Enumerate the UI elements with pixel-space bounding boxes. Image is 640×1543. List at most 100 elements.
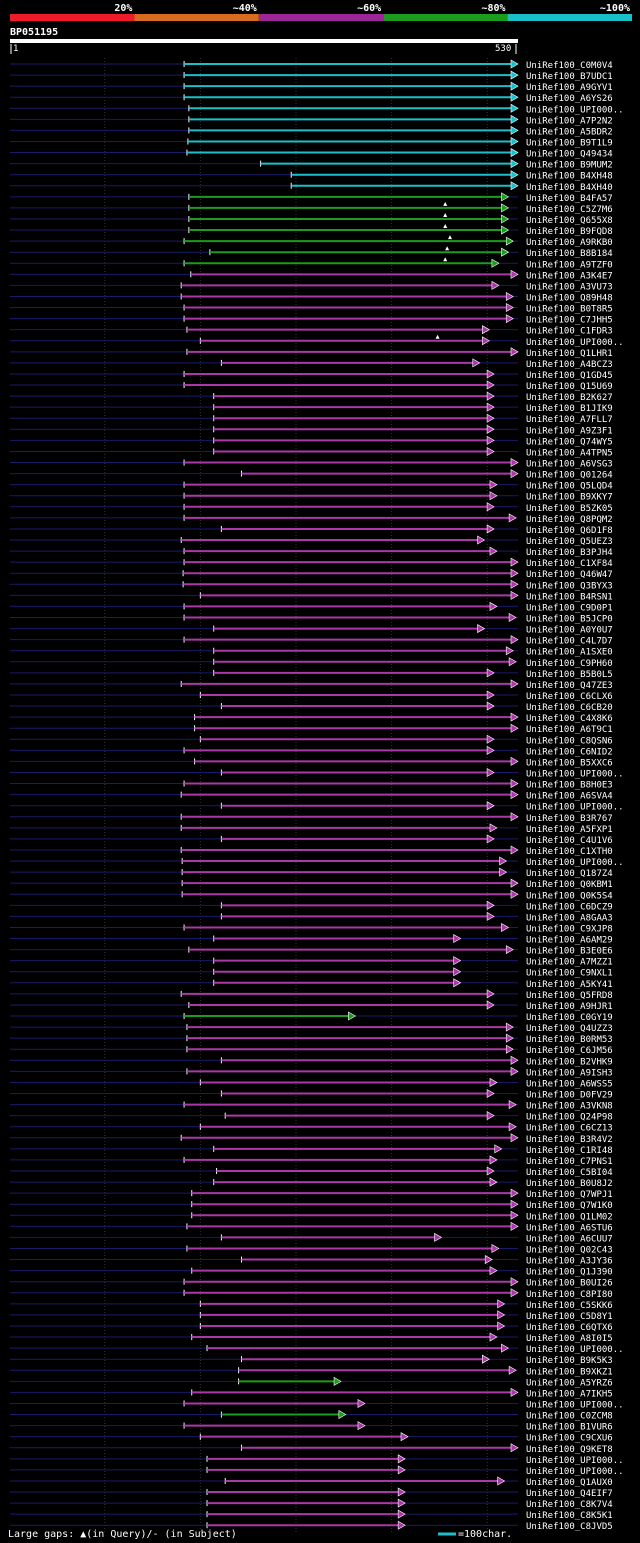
hit-row[interactable]: UniRef100_UPI000..: [10, 103, 624, 115]
hit-row[interactable]: UniRef100_B5ZK05: [10, 502, 613, 514]
hit-label[interactable]: UniRef100_Q1GD45: [526, 371, 613, 381]
hit-row[interactable]: UniRef100_Q46W47: [10, 568, 613, 580]
hit-label[interactable]: UniRef100_A1SXE0: [526, 648, 613, 658]
hit-label[interactable]: UniRef100_B4FA57: [526, 194, 613, 204]
hit-label[interactable]: UniRef100_C1FDR3: [526, 327, 613, 337]
hit-label[interactable]: UniRef100_B9FQD8: [526, 227, 613, 237]
hit-row[interactable]: UniRef100_B9MUM2: [10, 159, 613, 171]
hit-row[interactable]: UniRef100_A6STU6: [10, 1221, 613, 1233]
hit-label[interactable]: UniRef100_A6CUU7: [526, 1234, 613, 1244]
hit-row[interactable]: UniRef100_Q15U69: [10, 380, 613, 392]
hit-label[interactable]: UniRef100_Q1LHR1: [526, 349, 613, 359]
hit-row[interactable]: UniRef100_A3K4E7: [10, 269, 613, 281]
hit-label[interactable]: UniRef100_A6WSS5: [526, 1079, 613, 1089]
hit-row[interactable]: UniRef100_C7PNS1: [10, 1155, 613, 1167]
hit-row[interactable]: UniRef100_C1RI48: [10, 1144, 613, 1156]
hit-row[interactable]: UniRef100_Q47ZE3: [10, 679, 613, 691]
hit-row[interactable]: UniRef100_A7FLL7: [10, 413, 613, 425]
hit-row[interactable]: UniRef100_D0FV29: [10, 1088, 613, 1101]
hit-label[interactable]: UniRef100_Q4EIF7: [526, 1489, 613, 1499]
hit-row[interactable]: UniRef100_C9XJP8: [10, 922, 613, 934]
hit-row[interactable]: UniRef100_B8B184: [10, 246, 613, 259]
hit-row[interactable]: UniRef100_C9CXU6: [10, 1432, 613, 1444]
hit-row[interactable]: UniRef100_C8K7V4: [10, 1498, 613, 1510]
hit-row[interactable]: UniRef100_C0ZCM8: [10, 1410, 613, 1422]
hit-row[interactable]: UniRef100_C6CLX6: [10, 690, 613, 702]
hit-row[interactable]: UniRef100_Q0K5S4: [10, 889, 613, 901]
hit-label[interactable]: UniRef100_Q5LQD4: [526, 482, 613, 492]
hit-label[interactable]: UniRef100_C9NXL1: [526, 969, 613, 979]
hit-label[interactable]: UniRef100_B0U8J2: [526, 1179, 613, 1189]
hit-row[interactable]: UniRef100_A9ISH3: [10, 1066, 613, 1078]
hit-label[interactable]: UniRef100_Q1AUX0: [526, 1478, 613, 1488]
hit-label[interactable]: UniRef100_Q5FRD8: [526, 991, 613, 1001]
hit-label[interactable]: UniRef100_B5XXC6: [526, 758, 613, 768]
hit-row[interactable]: UniRef100_C6CB20: [10, 701, 613, 713]
hit-label[interactable]: UniRef100_A5KY41: [526, 980, 613, 990]
hit-row[interactable]: UniRef100_B9T1L9: [10, 136, 613, 148]
hit-row[interactable]: UniRef100_A5BDR2: [10, 125, 613, 137]
hit-row[interactable]: UniRef100_A3JY36: [10, 1255, 613, 1267]
hit-label[interactable]: UniRef100_B9T1L9: [526, 138, 613, 148]
hit-row[interactable]: UniRef100_A3VU73: [10, 280, 613, 292]
hit-label[interactable]: UniRef100_B3PJH4: [526, 548, 613, 558]
hit-label[interactable]: UniRef100_C4X8K6: [526, 714, 613, 724]
hit-label[interactable]: UniRef100_B4XH48: [526, 172, 613, 182]
hit-row[interactable]: UniRef100_B2VHK9: [10, 1055, 613, 1067]
hit-label[interactable]: UniRef100_B2VHK9: [526, 1057, 613, 1067]
hit-label[interactable]: UniRef100_Q46W47: [526, 570, 613, 580]
hit-row[interactable]: UniRef100_B5XXC6: [10, 756, 613, 768]
hit-row[interactable]: UniRef100_Q9KET8: [10, 1443, 613, 1455]
hit-row[interactable]: UniRef100_C6QTX6: [10, 1321, 613, 1333]
hit-row[interactable]: UniRef100_B4XH48: [10, 170, 613, 182]
hit-row[interactable]: UniRef100_A9RKB0: [10, 235, 613, 248]
hit-row[interactable]: UniRef100_B9XKY7: [10, 491, 613, 503]
hit-row[interactable]: UniRef100_B9FQD8: [10, 224, 613, 237]
hit-row[interactable]: UniRef100_Q5UEZ3: [10, 535, 613, 547]
hit-label[interactable]: UniRef100_Q6D1F8: [526, 526, 613, 536]
hit-row[interactable]: UniRef100_B5JCP0: [10, 612, 613, 625]
hit-row[interactable]: UniRef100_Q01264: [10, 469, 613, 481]
hit-row[interactable]: UniRef100_Q8PQM2: [10, 513, 613, 525]
hit-label[interactable]: UniRef100_A3VU73: [526, 282, 613, 292]
hit-row[interactable]: UniRef100_A5YRZ6: [10, 1376, 613, 1388]
hit-label[interactable]: UniRef100_Q0K5S4: [526, 891, 613, 901]
hit-row[interactable]: UniRef100_C8QSN6: [10, 734, 613, 746]
hit-row[interactable]: UniRef100_B3PJH4: [10, 546, 613, 558]
hit-label[interactable]: UniRef100_A5FXP1: [526, 825, 613, 835]
hit-label[interactable]: UniRef100_C9XJP8: [526, 924, 613, 934]
hit-row[interactable]: UniRef100_UPI000..: [10, 1343, 624, 1355]
hit-label[interactable]: UniRef100_A6VSG3: [526, 460, 613, 470]
hit-row[interactable]: UniRef100_A7P2N2: [10, 114, 613, 126]
hit-row[interactable]: UniRef100_A5FXP1: [10, 823, 613, 835]
hit-label[interactable]: UniRef100_Q4UZZ3: [526, 1024, 613, 1034]
hit-row[interactable]: UniRef100_Q3BYX3: [10, 579, 613, 591]
hit-row[interactable]: UniRef100_B4FA57: [10, 192, 613, 204]
hit-label[interactable]: UniRef100_Q02C43: [526, 1245, 613, 1255]
hit-label[interactable]: UniRef100_A7MZZ1: [526, 958, 613, 968]
hit-label[interactable]: UniRef100_C9D0P1: [526, 603, 613, 613]
hit-row[interactable]: UniRef100_B4RSN1: [10, 590, 613, 602]
hit-row[interactable]: UniRef100_C5Z7M6: [10, 201, 613, 215]
hit-row[interactable]: UniRef100_A6T9C1: [10, 723, 613, 735]
hit-label[interactable]: UniRef100_Q7WPJ1: [526, 1190, 613, 1200]
hit-label[interactable]: UniRef100_C0ZCM8: [526, 1412, 613, 1422]
hit-label[interactable]: UniRef100_A7FLL7: [526, 415, 613, 425]
hit-label[interactable]: UniRef100_B1JIK9: [526, 404, 613, 414]
hit-row[interactable]: UniRef100_A7IKH5: [10, 1387, 613, 1399]
hit-label[interactable]: UniRef100_B1VUR6: [526, 1423, 613, 1433]
hit-label[interactable]: UniRef100_B0UI26: [526, 1279, 613, 1289]
hit-row[interactable]: UniRef100_C1XTH0: [10, 845, 613, 857]
hit-label[interactable]: UniRef100_UPI000..: [526, 858, 624, 868]
hit-row[interactable]: UniRef100_C5D8Y1: [10, 1310, 613, 1322]
hit-label[interactable]: UniRef100_B4XH40: [526, 183, 613, 193]
hit-label[interactable]: UniRef100_Q3BYX3: [526, 581, 613, 591]
hit-label[interactable]: UniRef100_C6NID2: [526, 747, 613, 757]
hit-row[interactable]: UniRef100_Q4EIF7: [10, 1487, 613, 1499]
hit-label[interactable]: UniRef100_A8I0I5: [526, 1334, 613, 1344]
hit-row[interactable]: UniRef100_Q02C43: [10, 1243, 613, 1255]
hit-row[interactable]: UniRef100_A8I0I5: [10, 1332, 613, 1344]
hit-label[interactable]: UniRef100_Q74WY5: [526, 437, 613, 447]
hit-row[interactable]: UniRef100_C6CZ13: [10, 1122, 613, 1134]
hit-label[interactable]: UniRef100_A6YS26: [526, 94, 613, 104]
